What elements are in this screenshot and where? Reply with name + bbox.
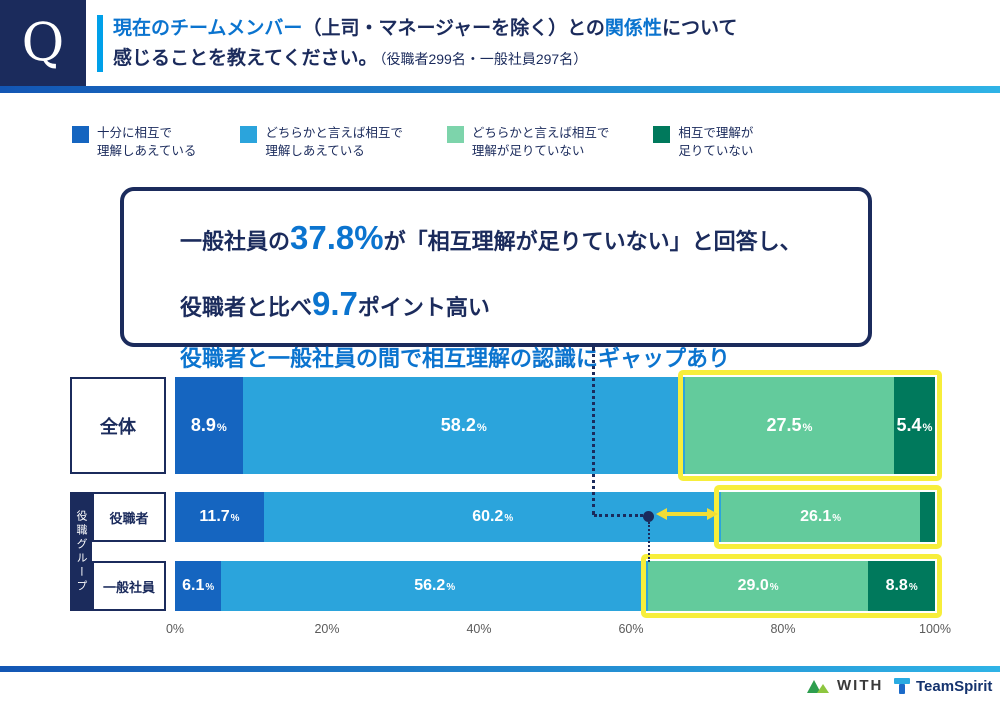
bar-segment: 11.7% bbox=[175, 492, 264, 542]
legend-swatch bbox=[240, 126, 258, 143]
row-label-text: 全体 bbox=[100, 416, 136, 437]
question-title-line1: 現在のチームメンバー（上司・マネージャーを除く）との関係性について bbox=[113, 14, 737, 44]
connector-horizontal-line bbox=[594, 514, 643, 517]
bar-row-zentai: 8.9% 58.2% 27.5% 5.4% bbox=[175, 370, 942, 481]
footer-divider-bar bbox=[0, 666, 1000, 672]
x-axis-tick: 80% bbox=[770, 622, 796, 636]
insight-line1-number: 37.8% bbox=[290, 219, 384, 256]
insight-line2-post: ポイント高い bbox=[357, 295, 490, 320]
title-dark-3: 感じることを教えてください。 bbox=[113, 48, 378, 70]
bar-row-yakushokusha: 11.7% 60.2% 26.1% bbox=[175, 485, 942, 549]
x-axis-tick: 60% bbox=[618, 622, 644, 636]
with-logo: WITH bbox=[804, 677, 883, 694]
bar-value-label: 8.8% bbox=[885, 577, 918, 594]
gap-marker-dot bbox=[643, 511, 654, 522]
legend-item: どちらかと言えば相互で 理解しあえている bbox=[240, 124, 403, 160]
with-logo-text: WITH bbox=[837, 677, 884, 694]
question-title: 現在のチームメンバー（上司・マネージャーを除く）との関係性について 感じることを… bbox=[113, 14, 737, 75]
question-badge-letter: Q bbox=[21, 13, 65, 73]
bar-segment: 29.0% bbox=[648, 561, 869, 611]
legend-label-line2: 理解が足りていない bbox=[471, 144, 585, 159]
legend-label-line1: どちらかと言えば相互で bbox=[471, 126, 610, 140]
legend-label: 十分に相互で 理解しあえている bbox=[97, 124, 196, 160]
with-logo-icon bbox=[807, 680, 829, 693]
bar-value-label: 8.9% bbox=[190, 415, 227, 435]
group-label-strip: 役職グループ bbox=[70, 492, 92, 611]
sample-size-note: （役職者299名・一般社員297名） bbox=[379, 51, 588, 68]
bar-segment: 58.2% bbox=[242, 377, 685, 474]
teamspirit-logo-text: TeamSpirit bbox=[916, 677, 993, 695]
legend-label-line1: 相互で理解が bbox=[678, 126, 754, 140]
title-dark-2: について bbox=[661, 18, 738, 39]
insight-line1-pre: 一般社員の bbox=[180, 229, 291, 254]
row-label-yakushokusha: 役職者 bbox=[92, 492, 166, 542]
bar-value-label: 26.1% bbox=[800, 508, 842, 525]
legend-swatch bbox=[653, 126, 671, 143]
header-divider-bar bbox=[0, 86, 1000, 93]
bar-segment: 56.2% bbox=[221, 561, 649, 611]
x-axis-tick: 0% bbox=[165, 622, 185, 636]
gap-double-arrow-icon bbox=[656, 508, 718, 520]
group-label-text: 役職グループ bbox=[75, 509, 87, 594]
legend-swatch bbox=[72, 126, 89, 143]
insight-line2-number: 9.7 bbox=[312, 285, 358, 322]
title-accent-bar bbox=[97, 15, 103, 72]
bar-value-label: 27.5% bbox=[766, 415, 813, 435]
x-axis: 0% 20% 40% 60% 80% 100% bbox=[166, 622, 951, 640]
insight-line1-post: が「相互理解が足りていない」と回答し、 bbox=[383, 229, 802, 254]
insight-line3: 役職者と一般社員の間で相互理解の認識にギャップあり bbox=[180, 346, 731, 371]
insight-line2-pre: 役職者と比べ bbox=[180, 295, 313, 320]
legend-item: どちらかと言えば相互で 理解が足りていない bbox=[446, 124, 610, 160]
x-axis-tick: 40% bbox=[466, 622, 492, 636]
question-badge: Q bbox=[0, 0, 86, 86]
insight-callout: 一般社員の37.8%が「相互理解が足りていない」と回答し、 役職者と比べ9.7ポ… bbox=[120, 187, 872, 371]
bar-segment: 5.4% bbox=[893, 377, 935, 474]
chart-legend: 十分に相互で 理解しあえている どちらかと言えば相互で 理解しあえている どちら… bbox=[72, 124, 753, 160]
row-label-ippanshain: 一般社員 bbox=[92, 561, 166, 611]
bar-value-label: 60.2% bbox=[472, 508, 514, 525]
bar-value-label: 5.4% bbox=[896, 415, 933, 435]
insight-line1: 一般社員の37.8%が「相互理解が足りていない」と回答し、 bbox=[180, 205, 868, 271]
x-axis-tick: 20% bbox=[314, 622, 340, 636]
legend-label-line2: 理解しあえている bbox=[265, 144, 365, 159]
gap-reference-line bbox=[648, 522, 650, 562]
bar-segment: 26.1% bbox=[721, 492, 920, 542]
question-title-line2: 感じることを教えてください。 （役職者299名・一般社員297名） bbox=[113, 44, 737, 74]
legend-swatch bbox=[446, 126, 464, 143]
title-highlight-2: 関係性 bbox=[604, 18, 662, 39]
legend-item: 相互で理解が 足りていない bbox=[653, 124, 753, 160]
row-label-text: 一般社員 bbox=[102, 579, 155, 595]
legend-item: 十分に相互で 理解しあえている bbox=[72, 124, 196, 160]
bar-segment: 27.5% bbox=[684, 377, 894, 474]
row-label-zentai: 全体 bbox=[70, 377, 166, 474]
bar-row-ippanshain: 6.1% 56.2% 29.0% 8.8% bbox=[175, 554, 942, 618]
insight-line2: 役職者と比べ9.7ポイント高い bbox=[180, 271, 868, 337]
legend-label-line1: どちらかと言えば相互で bbox=[265, 126, 403, 140]
legend-label: どちらかと言えば相互で 理解しあえている bbox=[265, 124, 403, 160]
legend-label: どちらかと言えば相互で 理解が足りていない bbox=[472, 124, 610, 160]
bar-value-label: 58.2% bbox=[440, 415, 487, 435]
legend-label-line2: 理解しあえている bbox=[97, 144, 197, 159]
bar-value-label: 6.1% bbox=[182, 577, 215, 594]
callout-connector-line bbox=[592, 347, 595, 515]
bar-value-label: 56.2% bbox=[414, 577, 456, 594]
row-label-text: 役職者 bbox=[109, 510, 149, 526]
title-highlight-1: 現在のチームメンバー bbox=[113, 18, 303, 39]
x-axis-tick: 100% bbox=[919, 622, 951, 636]
title-dark-1: （上司・マネージャーを除く）との bbox=[302, 18, 605, 39]
teamspirit-logo-icon bbox=[894, 678, 910, 694]
legend-label: 相互で理解が 足りていない bbox=[678, 124, 753, 160]
teamspirit-logo: TeamSpirit bbox=[893, 677, 992, 695]
bar-value-label: 11.7% bbox=[199, 508, 240, 525]
bar-segment: 6.1% bbox=[175, 561, 222, 611]
legend-label-line1: 十分に相互で bbox=[97, 126, 173, 140]
bar-value-label: 29.0% bbox=[737, 577, 779, 594]
bar-segment: 8.9% bbox=[175, 377, 243, 474]
bar-segment: 8.8% bbox=[868, 561, 935, 611]
legend-label-line2: 足りていない bbox=[678, 144, 754, 159]
bar-segment bbox=[919, 492, 935, 542]
